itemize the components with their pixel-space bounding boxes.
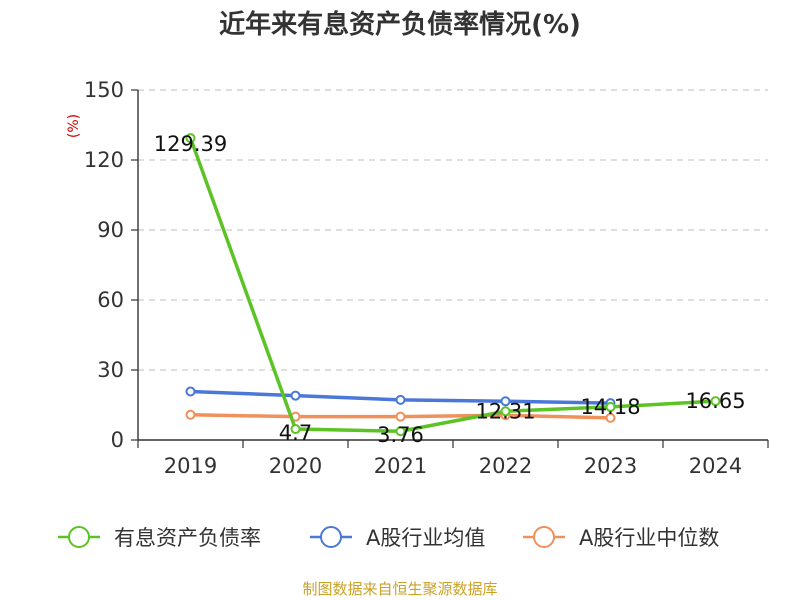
- data-labels: 129.39 4.7 3.76 12.31 14.18 16.65: [154, 132, 746, 447]
- x-tick-label: 2024: [689, 454, 742, 478]
- y-tick-label: 90: [97, 218, 124, 242]
- data-point: [185, 386, 196, 397]
- data-label: 14.18: [580, 395, 640, 419]
- data-point: [605, 412, 616, 423]
- legend-swatch-marker: [533, 526, 555, 548]
- data-point: [710, 396, 721, 407]
- legend-label: A股行业均值: [366, 526, 485, 550]
- axes: 0 30 60 90 120 150 2019 2020 2021 2022 2023 2024: [84, 78, 769, 478]
- legend-swatch-marker: [320, 526, 342, 548]
- series-lines: [185, 133, 721, 437]
- data-label: 12.31: [475, 399, 535, 423]
- x-tick-label: 2023: [584, 454, 637, 478]
- legend-label: A股行业中位数: [579, 526, 719, 550]
- x-tick-label: 2020: [269, 454, 322, 478]
- grid-lines: [138, 89, 768, 371]
- data-point: [290, 390, 301, 401]
- y-tick-label: 30: [97, 358, 124, 382]
- y-tick-label: 0: [111, 428, 124, 452]
- data-point: [395, 426, 406, 437]
- source-note: 制图数据来自恒生聚源数据库: [302, 580, 497, 598]
- data-point: [185, 133, 196, 144]
- legend-label: 有息资产负债率: [114, 526, 261, 550]
- series-line-0: [188, 137, 716, 433]
- data-point: [605, 401, 616, 412]
- data-point: [185, 409, 196, 420]
- data-point: [395, 411, 406, 422]
- data-label: 4.7: [279, 421, 312, 445]
- legend-swatch-marker: [68, 526, 90, 548]
- chart-title: 近年来有息资产负债率情况(%): [219, 9, 581, 40]
- y-tick-label: 120: [84, 148, 124, 172]
- y-axis-unit: (%): [66, 114, 82, 138]
- data-point: [290, 424, 301, 435]
- data-point: [500, 406, 511, 417]
- x-tick-label: 2021: [374, 454, 427, 478]
- y-tick-label: 150: [84, 78, 124, 102]
- data-label: 129.39: [154, 132, 227, 156]
- y-tick-label: 60: [97, 288, 124, 312]
- legend: 有息资产负债率 A股行业均值 A股行业中位数: [58, 526, 719, 550]
- data-point: [500, 396, 511, 407]
- x-tick-label: 2022: [479, 454, 532, 478]
- x-tick-label: 2019: [164, 454, 217, 478]
- data-point: [395, 394, 406, 405]
- data-label: 3.76: [377, 423, 424, 447]
- data-label: 16.65: [685, 389, 745, 413]
